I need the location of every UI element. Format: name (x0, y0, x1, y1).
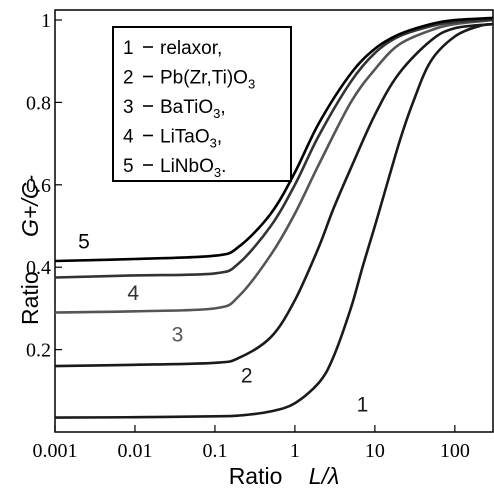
legend-label: BaTiO3, (160, 97, 226, 121)
series-line-2 (54, 22, 494, 368)
y-tick-label: 0.6 (26, 175, 51, 197)
y-tick-label: 0.2 (26, 340, 51, 362)
legend-number: 5 (123, 156, 134, 177)
legend-number: 4 (123, 127, 134, 148)
x-tick-label: 0.1 (202, 440, 227, 462)
plot-frame (54, 9, 494, 433)
legend: 1 relaxor,2 Pb(Zr,Ti)O33 BaTiO3,4 LiTaO3,5 Li… (112, 26, 292, 182)
x-tick-label: 1 (290, 440, 300, 462)
y-axis-title-word: Ratio (17, 271, 43, 325)
x-tick-label: 10 (365, 440, 385, 462)
y-axis-title: Ratio G+/C- (17, 175, 43, 325)
series-label-1: 1 (357, 393, 369, 416)
legend-label-main: LiNbO (160, 156, 214, 177)
legend-label-main: LiTaO (160, 127, 210, 148)
series-label-3: 3 (172, 323, 184, 346)
legend-label: Pb(Zr,Ti)O3 (160, 68, 255, 92)
y-tick-label: 1 (41, 10, 51, 32)
x-axis-title-symbol: L/λ (309, 463, 340, 489)
legend-label: LiTaO3, (160, 127, 222, 151)
legend-entry: 3 BaTiO3, (123, 97, 226, 121)
curves-layer (54, 16, 494, 419)
series-label-2: 2 (241, 365, 253, 388)
legend-entries: 1 relaxor,2 Pb(Zr,Ti)O33 BaTiO3,4 LiTaO3,5 Li… (123, 38, 255, 180)
legend-label-tail: , (217, 127, 222, 148)
legend-entry: 1 relaxor, (123, 38, 222, 59)
legend-number: 2 (123, 68, 134, 89)
legend-entry: 5 LiNbO3. (123, 156, 226, 180)
series-label-5: 5 (78, 231, 90, 254)
x-tick-label: 0.001 (33, 440, 78, 462)
series-line-5 (54, 16, 494, 263)
x-axis-title-word: Ratio (229, 463, 283, 489)
y-tick-label: 0.4 (26, 257, 51, 279)
x-axis-title: Ratio L/λ (229, 463, 340, 489)
tick-layer: 0.001 0.01 0.1 1 10 100 0.2 0.4 0.6 0.8 1 (26, 10, 470, 462)
legend-label-tail: . (221, 156, 226, 177)
curve-labels-layer: 1 2 3 4 5 (78, 231, 368, 417)
series-line-3 (54, 18, 494, 314)
series-line-1 (54, 22, 494, 419)
legend-label-main: BaTiO (160, 97, 213, 118)
legend-label-main: relaxor, (160, 38, 222, 59)
legend-label-subscript: 3 (210, 136, 217, 151)
legend-entry: 4 LiTaO3, (123, 127, 222, 151)
x-tick-label: 0.01 (117, 440, 152, 462)
series-line-4 (54, 18, 494, 279)
legend-box (112, 26, 292, 182)
legend-label-tail: , (220, 97, 225, 118)
series-label-4: 4 (127, 282, 139, 305)
y-axis-title-symbol: G+/C- (17, 175, 43, 237)
legend-label-subscript: 3 (248, 77, 255, 92)
legend-label: relaxor, (160, 38, 222, 59)
legend-label-subscript: 3 (214, 165, 221, 180)
x-tick-label: 100 (440, 440, 470, 462)
legend-number: 3 (123, 97, 134, 118)
legend-label: LiNbO3. (160, 156, 226, 180)
legend-label-subscript: 3 (213, 106, 220, 121)
y-tick-label: 0.8 (26, 92, 51, 114)
legend-label-main: Pb(Zr,Ti)O (160, 68, 248, 89)
legend-entry: 2 Pb(Zr,Ti)O3 (123, 68, 255, 92)
legend-number: 1 (123, 38, 134, 59)
